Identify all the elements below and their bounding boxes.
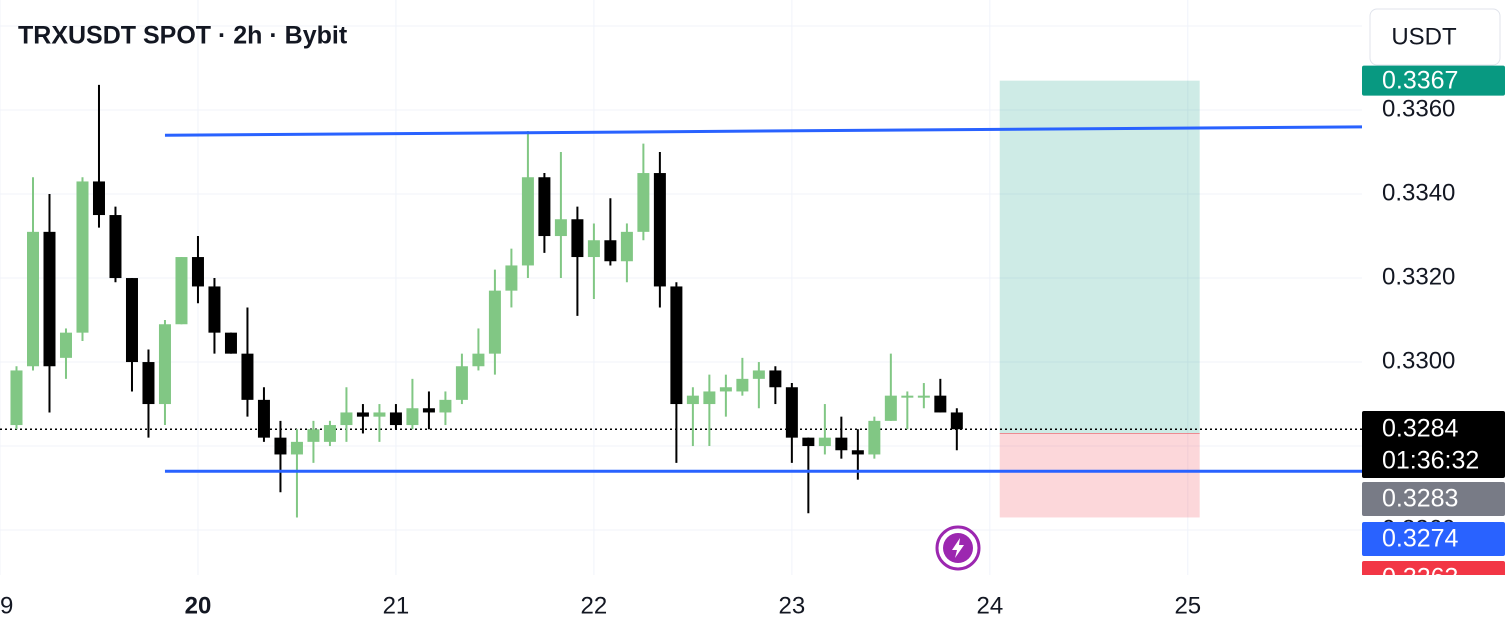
x-tick-label: 9 [0,592,13,619]
candle-body [241,353,254,400]
candle-body [686,395,699,405]
stop-label-box [1362,561,1505,575]
date-axis: 9 20 21 22 23 24 25 [0,592,1201,619]
candle-body [307,429,320,442]
x-tick-label: 24 [976,592,1003,619]
candle-body [290,441,303,455]
candle-body [406,408,419,426]
candle-body [653,173,666,287]
trend-line [164,125,1362,137]
candle-body [950,412,963,430]
icon-ring [935,525,981,571]
candle-body [142,362,155,405]
candle-body [604,240,617,262]
chart-title: TRXUSDT SPOT · 2h · Bybit [18,22,348,50]
stop-label-text: 0.3263 [1382,564,1458,592]
candle-body [851,450,864,455]
candle-body [125,278,138,363]
target-zone [999,80,1200,434]
candle-body [670,286,683,405]
candle-body [274,437,287,455]
candle-body [27,231,40,367]
trend-label-text: 0.3274 [1382,525,1459,553]
candle-body [488,290,501,354]
x-tick-label: 20 [185,592,212,619]
lightning-icon[interactable] [935,525,981,571]
candle-body [224,332,237,354]
x-tick-label: 21 [383,592,410,619]
candle-body [538,177,551,237]
candle-body [109,215,122,279]
x-tick-label: 23 [779,592,806,619]
candle-body [505,265,518,291]
candle-body [389,412,402,426]
x-tick-label: 22 [581,592,608,619]
candle-body [439,399,452,413]
candle-body [620,231,633,262]
x-tick-label: 25 [1174,592,1201,619]
candle-body [455,366,468,400]
candle-body [934,395,947,413]
last-price-label-countdown: 01:36:32 [1382,447,1479,475]
candle-body [884,395,897,421]
candle-body [191,257,204,287]
target-label-box [1362,65,1505,96]
candle-body [917,395,930,398]
candle-body [554,219,567,237]
candle-body [835,437,848,451]
plot-area [0,80,1362,518]
candle-body [868,420,881,455]
price-labels: 0.3367 0.3284 01:36:32 0.3283 0.3274 0.3263 [1362,65,1505,592]
trend-label-box [1362,522,1505,556]
candle-body [10,370,23,426]
candle-body [571,219,584,258]
candle-body [43,231,56,367]
last-price-label-text: 0.3284 [1382,415,1459,443]
candle-body [472,353,485,367]
candle-body [323,425,336,442]
stop-zone [999,433,1200,518]
candle-body [818,437,831,447]
entry-label-box [1362,482,1505,516]
candle-body [340,412,353,426]
candle-body [158,324,171,405]
candle-body [802,437,815,447]
candle-body [769,370,782,388]
icon-bolt [952,538,964,558]
candle-body [76,181,89,333]
y-tick-label: 0.3320 [1382,263,1455,290]
currency-button[interactable]: USDT [1369,8,1501,66]
target-label-text: 0.3367 [1382,66,1458,94]
y-tick-label: 0.3340 [1382,179,1455,206]
last-price-label-box [1362,411,1505,478]
candle-body [587,240,600,258]
button-label: USDT [1391,23,1457,50]
y-tick-label: 0.3300 [1382,347,1455,374]
entry-label-text: 0.3283 [1382,485,1458,513]
candle-body [175,257,188,325]
candle-body [59,332,72,358]
candle-body [703,391,716,405]
candle-body [373,412,386,417]
candle-body [257,399,270,438]
candle-body [92,181,105,216]
candle-body [521,177,534,266]
candle-body [752,370,765,379]
candle-body [901,395,914,398]
candle-body [719,387,732,392]
candle-body [637,173,650,232]
button-frame [1369,8,1501,66]
candle-body [356,412,369,417]
candle-body [736,378,749,392]
y-tick-label: 0.3360 [1382,95,1455,122]
candle-body [422,408,435,413]
candle-body [785,387,798,438]
grid [0,0,1362,575]
candle-body [208,286,221,333]
